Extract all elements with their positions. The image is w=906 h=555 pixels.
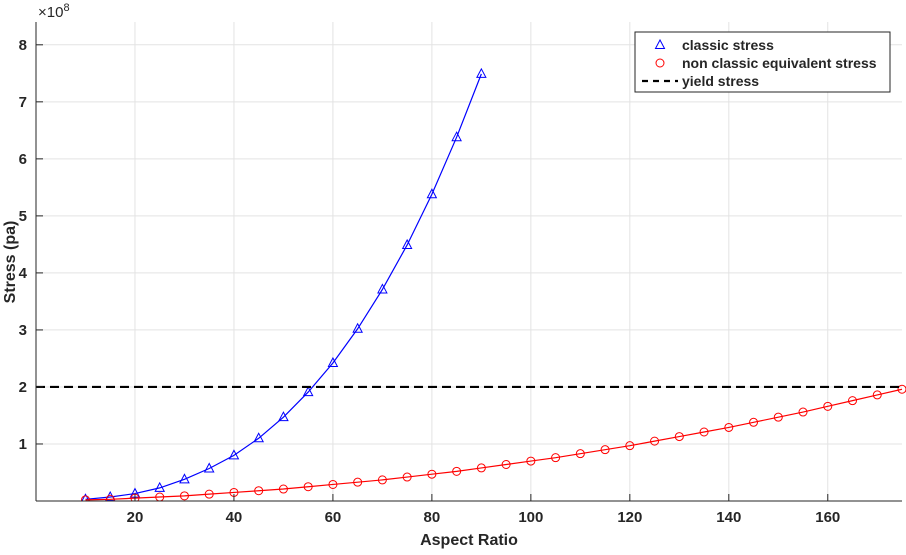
data-point <box>452 466 462 476</box>
data-point <box>278 484 288 494</box>
data-point <box>575 449 585 459</box>
data-point <box>203 462 215 473</box>
y-tick-label: 2 <box>19 379 27 396</box>
grid <box>36 22 902 501</box>
series-layer <box>36 67 906 501</box>
y-tick-label: 6 <box>19 151 27 168</box>
data-point <box>674 432 684 442</box>
data-point <box>650 436 660 446</box>
data-point <box>327 356 339 368</box>
data-point <box>749 417 759 427</box>
series-line <box>85 388 903 501</box>
x-tick-label: 140 <box>716 509 741 526</box>
data-point <box>773 412 783 422</box>
x-tick-label: 120 <box>617 509 642 526</box>
data-point <box>253 432 265 443</box>
series-classic-stress <box>81 67 487 501</box>
data-point <box>724 422 734 432</box>
data-point <box>551 453 561 463</box>
legend-marker-circle-icon <box>655 58 665 68</box>
data-point <box>155 492 165 501</box>
data-point <box>426 188 438 199</box>
data-point <box>402 472 412 482</box>
data-point <box>476 463 486 473</box>
y-exponent-label: ×108 <box>38 2 70 21</box>
data-point <box>699 427 709 437</box>
data-point <box>179 491 189 501</box>
x-tick-label: 100 <box>518 509 543 526</box>
data-point <box>798 407 808 417</box>
legend-label: yield stress <box>682 73 759 89</box>
data-point <box>353 477 363 487</box>
data-point <box>501 460 511 470</box>
y-tick-label: 4 <box>19 265 28 282</box>
series-line <box>85 73 482 500</box>
data-point <box>526 456 536 466</box>
data-point <box>451 131 462 142</box>
data-point <box>352 322 363 333</box>
axes: 20 40 60 80 100 120 140 160 1 2 3 4 5 6 7 8 <box>19 22 902 526</box>
data-point <box>823 401 833 411</box>
legend-label: classic stress <box>682 37 774 53</box>
data-point <box>328 479 338 489</box>
x-tick-label: 40 <box>226 509 243 526</box>
data-point <box>600 445 610 455</box>
y-tick-label: 3 <box>19 322 27 339</box>
data-point <box>427 469 437 479</box>
x-tick-label: 80 <box>424 509 441 526</box>
data-point <box>81 493 90 501</box>
legend-label: non classic equivalent stress <box>682 55 877 71</box>
y-tick-label: 7 <box>19 94 27 111</box>
data-point <box>179 473 190 484</box>
legend-marker-triangle-icon <box>654 38 666 49</box>
data-point <box>476 67 487 78</box>
data-point <box>302 386 314 397</box>
x-tick-label: 20 <box>127 509 144 526</box>
data-point <box>377 283 388 294</box>
data-point <box>303 482 313 492</box>
data-point <box>228 449 240 460</box>
data-point <box>80 495 90 501</box>
data-point <box>377 475 387 485</box>
x-axis-label: Aspect Ratio <box>420 532 518 549</box>
x-tick-label: 160 <box>815 509 840 526</box>
data-point <box>105 494 115 501</box>
data-point <box>872 390 882 400</box>
y-tick-label: 5 <box>19 208 27 225</box>
data-point <box>625 441 635 451</box>
data-point <box>401 238 413 249</box>
y-axis-label: Stress (pa) <box>2 221 19 304</box>
legend: classic stress non classic equivalent str… <box>634 31 891 93</box>
y-tick-label: 1 <box>19 436 27 453</box>
data-point <box>848 396 858 406</box>
x-tick-label: 60 <box>325 509 342 526</box>
data-point <box>204 489 214 499</box>
series-non-classic-equivalent-stress <box>80 384 906 501</box>
data-point <box>154 481 166 492</box>
y-tick-label: 8 <box>19 37 27 54</box>
data-point <box>897 384 906 394</box>
data-point <box>278 411 289 422</box>
data-point <box>254 486 264 496</box>
